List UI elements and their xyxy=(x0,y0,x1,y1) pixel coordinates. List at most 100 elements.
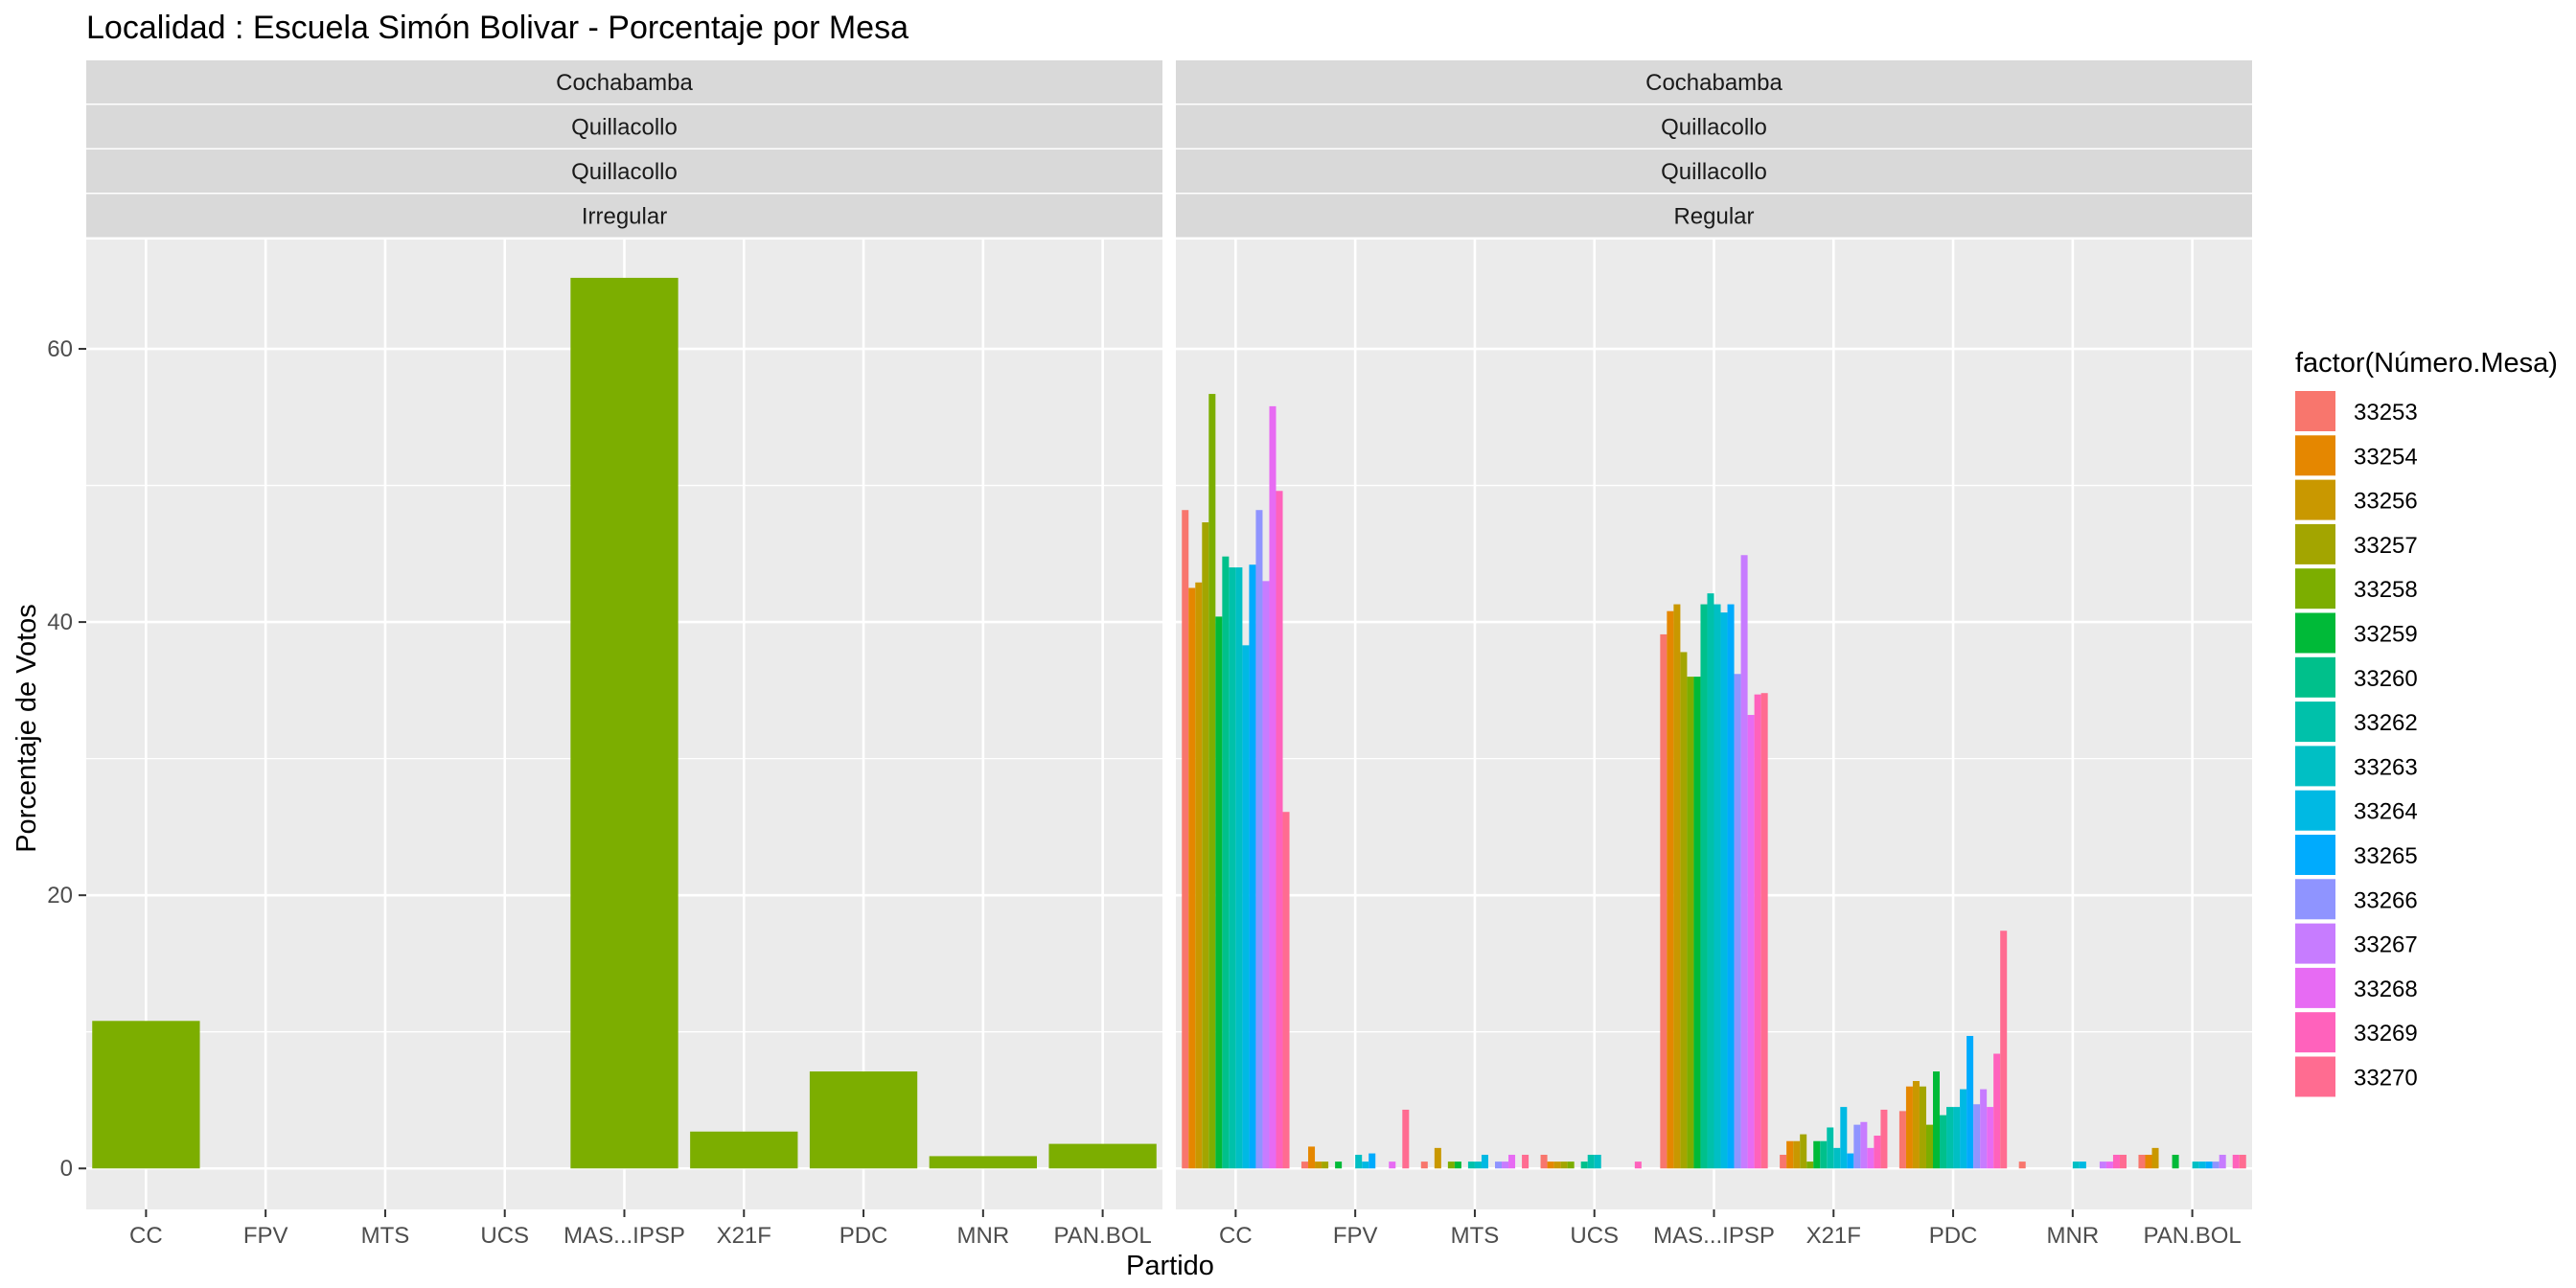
legend-key xyxy=(2295,568,2335,610)
bar xyxy=(1508,1154,1516,1169)
bar xyxy=(2172,1154,2179,1169)
bar xyxy=(1727,604,1735,1169)
bar xyxy=(1660,633,1668,1169)
x-tick-label: CC xyxy=(1219,1223,1253,1249)
legend-key xyxy=(2295,967,2335,1008)
bar xyxy=(1202,522,1209,1169)
bar xyxy=(92,1021,200,1169)
x-axis-label: Partido xyxy=(1126,1251,1214,1281)
x-tick-label: FPV xyxy=(243,1223,288,1249)
facet-strip xyxy=(86,150,1162,193)
bar xyxy=(1966,1035,1974,1169)
bar xyxy=(1301,1162,1309,1169)
x-tick-label: UCS xyxy=(480,1223,529,1249)
x-tick-label: X21F xyxy=(717,1223,771,1249)
facet-strip xyxy=(1176,60,2252,104)
bar xyxy=(1820,1140,1828,1169)
x-tick-label: PAN.BOL xyxy=(2143,1223,2241,1249)
bar xyxy=(1235,567,1243,1169)
bar xyxy=(929,1156,1037,1169)
bar xyxy=(1980,1089,1988,1169)
bar xyxy=(1987,1107,1994,1169)
bar xyxy=(2099,1162,2106,1169)
x-tick-label: X21F xyxy=(1806,1223,1861,1249)
bar xyxy=(1315,1162,1322,1169)
legend-key xyxy=(2295,702,2335,743)
facet-strip xyxy=(86,60,1162,104)
bar xyxy=(1594,1154,1601,1169)
bar xyxy=(2072,1162,2080,1169)
bar xyxy=(1833,1147,1841,1169)
bar xyxy=(2079,1162,2086,1169)
bar xyxy=(1898,1111,1906,1169)
legend-label: 33263 xyxy=(2354,754,2418,780)
bar xyxy=(1747,715,1755,1169)
x-tick-label: PDC xyxy=(840,1223,888,1249)
facet-strip-label: Quillacollo xyxy=(1661,159,1767,185)
bar xyxy=(1919,1086,1926,1169)
facet-panels: Cochabamba Quillacollo Quillacollo Irregula… xyxy=(86,60,2252,1249)
bar xyxy=(1308,1146,1316,1169)
bar xyxy=(1687,677,1694,1169)
bar xyxy=(1255,510,1263,1169)
bar xyxy=(1700,604,1708,1169)
facet-strip xyxy=(1176,194,2252,238)
bar xyxy=(1813,1140,1821,1169)
bar xyxy=(1454,1162,1461,1169)
bar xyxy=(2239,1154,2246,1169)
bar xyxy=(1242,645,1250,1169)
bar xyxy=(1434,1147,1441,1169)
chart-title: Localidad : Escuela Simón Bolivar - Porc… xyxy=(86,10,908,46)
bar xyxy=(2192,1162,2199,1169)
legend-title: factor(Número.Mesa) xyxy=(2295,348,2558,379)
bar xyxy=(1867,1147,1874,1169)
legend-key xyxy=(2295,746,2335,787)
legend-key xyxy=(2295,612,2335,654)
bar xyxy=(1960,1089,1967,1169)
y-axis: 0 20 40 60 xyxy=(47,336,86,1182)
bar xyxy=(1874,1136,1881,1169)
facet-strip-label: Regular xyxy=(1673,204,1754,230)
bar xyxy=(2198,1162,2206,1169)
bar xyxy=(1680,652,1688,1169)
bar xyxy=(1195,582,1203,1169)
legend-label: 33254 xyxy=(2354,444,2418,470)
bar xyxy=(1208,394,1216,1169)
y-tick-label: 20 xyxy=(47,883,73,908)
x-tick-label: UCS xyxy=(1570,1223,1619,1249)
bar xyxy=(2119,1154,2127,1169)
bar xyxy=(1693,677,1701,1169)
bar xyxy=(1953,1107,1961,1169)
facet-strip xyxy=(1176,104,2252,149)
legend-label: 33260 xyxy=(2354,666,2418,692)
bar xyxy=(1880,1109,1888,1169)
bar xyxy=(1905,1086,1913,1169)
legend-label: 33264 xyxy=(2354,799,2418,825)
bar xyxy=(1973,1104,1981,1169)
facet-strip-label: Cochabamba xyxy=(556,70,693,96)
legend-label: 33265 xyxy=(2354,843,2418,869)
legend-label: 33268 xyxy=(2354,977,2418,1002)
bar xyxy=(1048,1143,1157,1169)
bar xyxy=(1402,1109,1410,1169)
bar xyxy=(1560,1162,1568,1169)
bar xyxy=(1720,612,1728,1169)
x-tick-label: PAN.BOL xyxy=(1053,1223,1151,1249)
legend: factor(Número.Mesa) 33253 33254 33256 33257… xyxy=(2295,348,2558,1097)
bar xyxy=(1800,1134,1807,1169)
legend-key xyxy=(2295,479,2335,520)
x-tick-label: CC xyxy=(129,1223,163,1249)
bar xyxy=(1580,1162,1588,1169)
bar xyxy=(1754,694,1761,1169)
bar xyxy=(1540,1154,1548,1169)
bar xyxy=(1553,1162,1561,1169)
bar xyxy=(2212,1162,2220,1169)
bar xyxy=(1182,510,1189,1169)
bar xyxy=(1249,564,1256,1169)
bar xyxy=(2205,1162,2213,1169)
bar xyxy=(2018,1162,2026,1169)
bar xyxy=(1368,1153,1376,1169)
bar xyxy=(1502,1162,1509,1169)
x-tick-label: FPV xyxy=(1333,1223,1378,1249)
